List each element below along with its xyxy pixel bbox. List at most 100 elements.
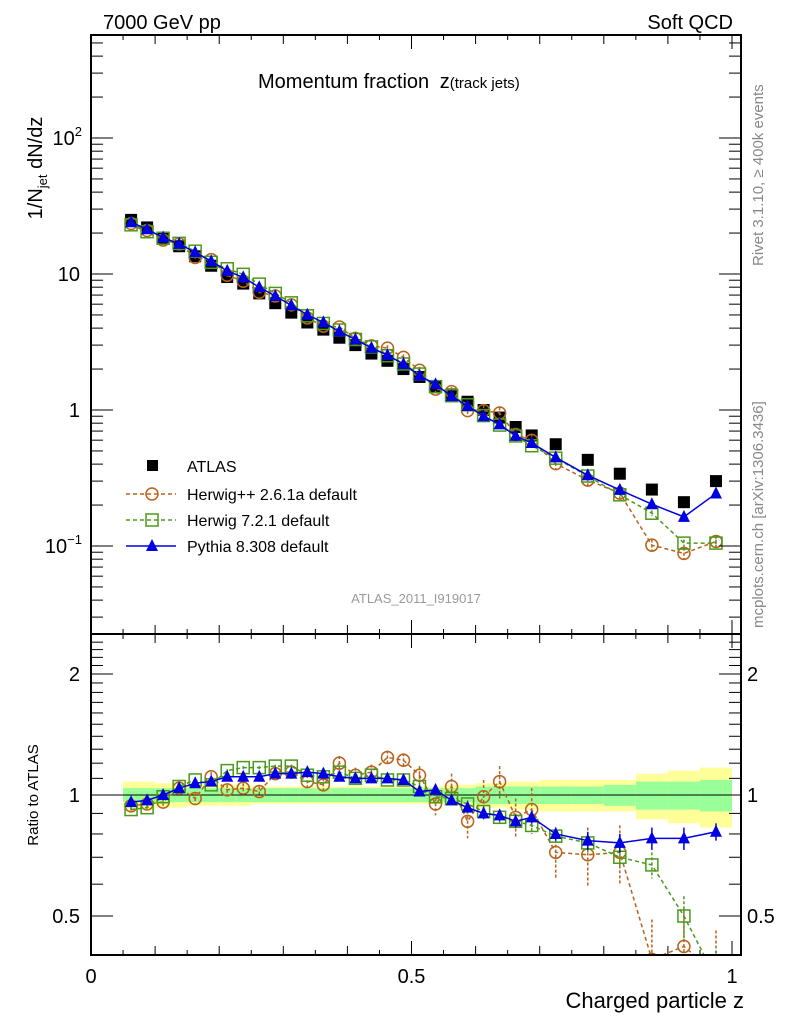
point-main-pythia-8-308-default (189, 245, 202, 258)
band-inner (667, 781, 700, 810)
point-main-pythia-8-308-default (269, 288, 282, 301)
atlas-point (509, 420, 522, 433)
point-ratio-pythia-8-308-default (285, 766, 298, 779)
point-ratio-pythia-8-308-default (125, 795, 138, 808)
point-ratio-herwig-2-6-1a-default (316, 778, 331, 792)
y-tick-label-ratio-left: 0.5 (52, 906, 80, 928)
point-ratio-pythia-8-308-default (349, 771, 362, 784)
header-left: 7000 GeV pp (103, 12, 221, 34)
point-ratio-pythia-8-308-default (461, 800, 474, 813)
point-ratio-herwig-2-6-1a-default (188, 791, 202, 806)
point-main-pythia-8-308-default (493, 417, 506, 430)
point-ratio-herwig-2-6-1a-default (646, 952, 658, 955)
point-ratio-herwig-2-6-1a-default (677, 939, 691, 954)
point-ratio-pythia-8-308-default (253, 769, 266, 782)
point-main-pythia-8-308-default (381, 348, 394, 361)
point-main-pythia-8-308-default (429, 377, 442, 390)
legend-label: Pythia 8.308 default (187, 539, 329, 556)
point-main-pythia-8-308-default (709, 486, 722, 499)
ylabel-main-part: 1/N (25, 188, 47, 219)
point-ratio-pythia-8-308-default (613, 835, 626, 848)
legend-label: Herwig++ 2.6.1a default (187, 487, 357, 504)
point-main-pythia-8-308-default (253, 280, 266, 293)
point-ratio-pythia-8-308-default (269, 766, 282, 779)
point-main-pythia-8-308-default (549, 450, 562, 463)
point-main-pythia-8-308-default (141, 222, 154, 235)
point-ratio-herwig-2-6-1a-default (252, 784, 267, 799)
legend-marker (146, 539, 158, 551)
point-main-pythia-8-308-default (445, 389, 458, 402)
line-ratio-herwig-2-6-1a-default (130, 756, 696, 955)
y-tick-label-ratio-right: 1 (747, 785, 758, 807)
point-ratio-herwig-2-6-1a-default (460, 814, 475, 829)
point-ratio-pythia-8-308-default (413, 784, 426, 797)
y-tick-label-main: 102 (53, 124, 82, 150)
y-tick-label-ratio-right: 2 (747, 664, 758, 686)
ylabel-main-sub: jet (35, 174, 50, 189)
legend-marker (145, 513, 159, 527)
point-ratio-pythia-8-308-default (645, 831, 658, 844)
point-main-pythia-8-308-default (237, 270, 250, 283)
y-tick-label-main: 10 (58, 264, 80, 286)
point-main-herwig-2-6-1a-default (677, 546, 691, 561)
point-main-pythia-8-308-default (221, 263, 234, 276)
point-ratio-pythia-8-308-default (333, 769, 346, 782)
point-ratio-pythia-8-308-default (189, 776, 202, 789)
point-main-pythia-8-308-default (677, 509, 690, 522)
point-ratio-pythia-8-308-default (509, 814, 522, 827)
point-ratio-herwig-7-2-1-default (710, 972, 722, 984)
point-ratio-pythia-8-308-default (429, 782, 442, 795)
point-ratio-pythia-8-308-default (549, 826, 562, 839)
point-main-pythia-8-308-default (645, 497, 658, 510)
point-ratio-herwig-2-6-1a-default (548, 845, 563, 860)
point-ratio-herwig-7-2-1-default (677, 909, 691, 923)
point-ratio-herwig-2-6-1a-default (428, 797, 443, 811)
x-tick-label: 1 (726, 966, 737, 988)
point-ratio-herwig-2-6-1a-default (332, 756, 347, 770)
point-main-pythia-8-308-default (477, 409, 490, 422)
legend-label: Herwig 7.2.1 default (187, 513, 330, 530)
point-main-pythia-8-308-default (525, 435, 538, 448)
atlas-point (613, 467, 626, 480)
point-ratio-herwig-2-6-1a-default (380, 750, 395, 765)
point-ratio-pythia-8-308-default (205, 774, 218, 787)
point-ratio-pythia-8-308-default (581, 833, 594, 846)
band-inner (635, 781, 668, 810)
point-main-pythia-8-308-default (157, 230, 170, 243)
y-tick-label-main: 1 (69, 400, 80, 422)
point-ratio-herwig-2-6-1a-default (236, 781, 250, 795)
point-ratio-pythia-8-308-default (445, 793, 458, 806)
point-main-pythia-8-308-default (397, 356, 410, 369)
point-ratio-herwig-2-6-1a-default (476, 790, 491, 804)
point-main-pythia-8-308-default (285, 298, 298, 311)
y-tick-label-sup: −1 (67, 532, 82, 547)
side-text-top: Rivet 3.1.10, ≥ 400k events (750, 84, 767, 266)
chart-title: Momentum fraction z(track jets) (258, 71, 520, 93)
point-main-pythia-8-308-default (333, 324, 346, 337)
point-ratio-pythia-8-308-default (173, 781, 186, 794)
point-ratio-herwig-2-6-1a-default (396, 753, 411, 768)
point-ratio-pythia-8-308-default (709, 824, 722, 837)
point-ratio-pythia-8-308-default (221, 769, 234, 782)
atlas-point (677, 496, 690, 509)
point-main-herwig-7-2-1-default (709, 536, 723, 550)
point-ratio-pythia-8-308-default (141, 793, 154, 806)
x-tick-label: 0 (85, 966, 96, 988)
point-ratio-pythia-8-308-default (493, 808, 506, 821)
side-text-bottom: mcplots.cern.ch [arXiv:1306.3436] (750, 401, 767, 628)
point-ratio-pythia-8-308-default (317, 766, 330, 779)
point-main-pythia-8-308-default (413, 368, 426, 381)
y-tick-label-ratio-right: 0.5 (747, 906, 775, 928)
header-right: Soft QCD (647, 12, 733, 34)
title-main: Momentum fraction (258, 71, 429, 93)
y-tick-label-ratio-left: 1 (69, 785, 80, 807)
point-main-pythia-8-308-default (365, 340, 378, 353)
x-axis-label: Charged particle z (565, 988, 744, 1013)
point-ratio-herwig-2-6-1a-default (220, 783, 234, 797)
point-main-pythia-8-308-default (461, 399, 474, 412)
y-axis-label-main: 1/Njet dN/dz (25, 117, 50, 220)
point-ratio-pythia-8-308-default (237, 769, 250, 782)
y-tick-label-ratio-left: 2 (69, 664, 80, 686)
ratio-plot (124, 750, 722, 984)
